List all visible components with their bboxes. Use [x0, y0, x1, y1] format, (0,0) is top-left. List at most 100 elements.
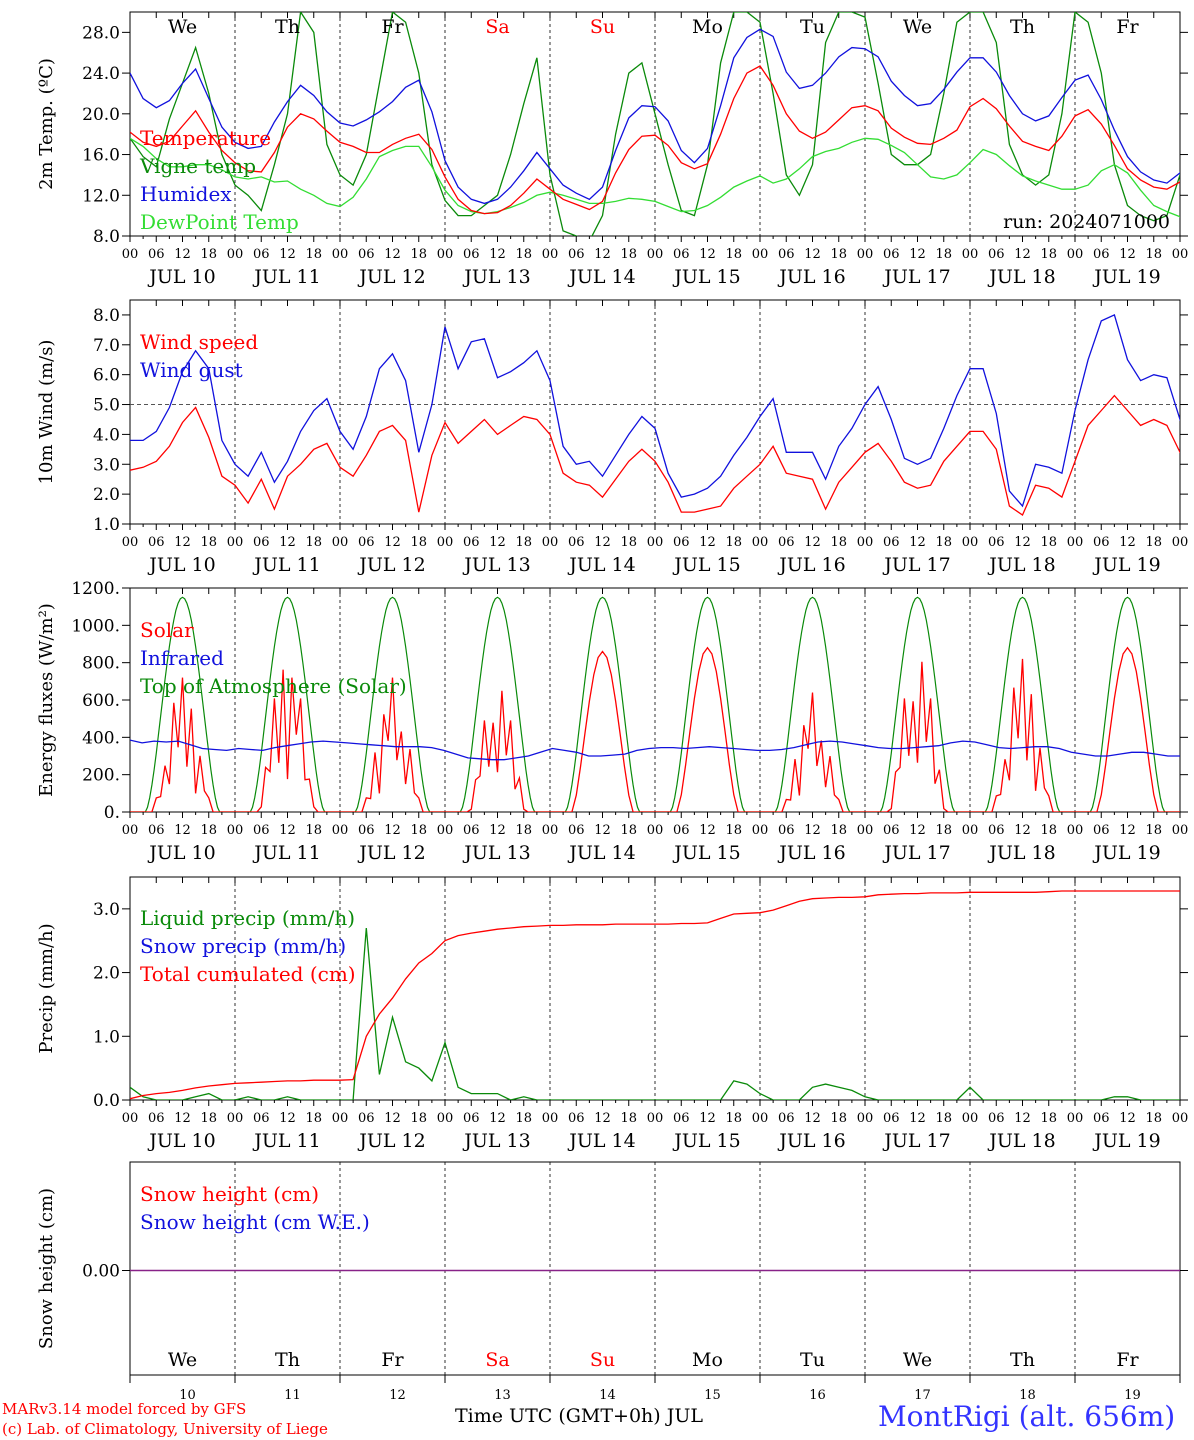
hour-label: 06	[148, 535, 165, 550]
y-tick-label: 12.0	[82, 186, 120, 206]
hour-label: 18	[1145, 535, 1162, 550]
hour-label: 12	[1014, 1111, 1031, 1126]
date-label: JUL 11	[252, 842, 320, 864]
hour-label: 00	[857, 535, 874, 550]
y-axis-1: 1.0 2.0 3.0 4.0 5.0 6.0 7.0 8.0 10m Wind (m/s)	[36, 306, 1188, 535]
y-tick-label: 4.0	[93, 425, 120, 445]
hour-label: 06	[1093, 1111, 1110, 1126]
hour-label: 18	[1145, 1111, 1162, 1126]
series-vigne-temp	[130, 12, 1180, 236]
hour-label: 18	[620, 535, 637, 550]
hour-label: 18	[305, 247, 322, 262]
hour-label: 12	[384, 247, 401, 262]
hour-label: 06	[568, 535, 585, 550]
day-number: 11	[284, 1388, 301, 1403]
hour-label: 12	[1119, 823, 1136, 838]
y-tick-label: 0.	[104, 803, 120, 823]
hour-label: 06	[778, 823, 795, 838]
hour-label: 00	[122, 535, 139, 550]
hour-label: 12	[489, 535, 506, 550]
hour-label: 00	[437, 535, 454, 550]
date-label: JUL 11	[252, 1130, 320, 1152]
y-axis-0: 8.0 12.0 16.0 20.0 24.0 28.0 2m Temp. (ºC)	[36, 23, 1188, 247]
date-label: JUL 10	[147, 842, 215, 864]
date-label: JUL 19	[1092, 842, 1160, 864]
hour-label: 18	[620, 823, 637, 838]
hour-label: 06	[463, 247, 480, 262]
series-top-of-atmosphere	[130, 596, 1180, 812]
hour-label: 12	[804, 247, 821, 262]
hour-label: 06	[253, 823, 270, 838]
date-label: JUL 15	[672, 266, 740, 288]
hour-label: 12	[384, 1111, 401, 1126]
date-label: JUL 16	[777, 554, 845, 576]
hour-label: 06	[883, 1111, 900, 1126]
hour-label: 06	[673, 823, 690, 838]
hour-label: 06	[253, 535, 270, 550]
hour-label: 12	[909, 1111, 926, 1126]
hour-label: 18	[1040, 823, 1057, 838]
hour-label: 18	[200, 247, 217, 262]
hour-label: 06	[358, 535, 375, 550]
hour-label: 18	[725, 247, 742, 262]
hour-label: 18	[725, 1111, 742, 1126]
hour-label: 18	[935, 247, 952, 262]
legend-snow-height-cm-w-e-: Snow height (cm W.E.)	[140, 1210, 370, 1234]
day-number: 17	[914, 1388, 931, 1403]
y-tick-label: 0.0	[93, 1091, 120, 1111]
y-tick-label: 24.0	[82, 64, 120, 84]
weekday-label: Su	[590, 16, 615, 38]
weekday-label: Th	[275, 1349, 300, 1371]
legend-top-of-atmosphere-solar-: Top of Atmosphere (Solar)	[140, 674, 407, 698]
weekday-label: Su	[590, 1349, 615, 1371]
hour-label: 12	[174, 535, 191, 550]
y-tick-label: 8.0	[93, 306, 120, 326]
hour-label: 00	[962, 247, 979, 262]
series-solar	[130, 646, 1180, 812]
hour-label: 06	[883, 247, 900, 262]
hour-label: 12	[699, 535, 716, 550]
legend-liquid-precip-mm-h-: Liquid precip (mm/h)	[140, 906, 355, 930]
series-wind-gust	[130, 313, 1180, 508]
plot-border	[129, 299, 1181, 525]
date-label: JUL 14	[567, 1130, 635, 1152]
date-label: JUL 16	[777, 266, 845, 288]
hour-label: 06	[358, 823, 375, 838]
date-label: JUL 13	[462, 266, 530, 288]
hour-label: 12	[1119, 247, 1136, 262]
energy-series-group	[130, 596, 1180, 812]
hour-label: 06	[1093, 535, 1110, 550]
hour-label: 12	[909, 535, 926, 550]
series-total-cumulated-cm-	[130, 890, 1180, 1100]
y-axis-label: 10m Wind (m/s)	[36, 340, 57, 485]
weekday-label: Sa	[485, 16, 509, 38]
legend-wind-speed: Wind speed	[140, 330, 258, 354]
hour-label: 12	[804, 1111, 821, 1126]
date-label: JUL 17	[882, 266, 950, 288]
hour-label: 00	[227, 823, 244, 838]
hour-label: 18	[305, 535, 322, 550]
hour-label: 12	[279, 247, 296, 262]
hour-label: 12	[699, 823, 716, 838]
hour-label: 06	[148, 823, 165, 838]
date-label: JUL 12	[357, 266, 425, 288]
hour-label: 00	[1067, 823, 1084, 838]
hour-label: 12	[1119, 535, 1136, 550]
hour-label: 18	[200, 535, 217, 550]
date-label: JUL 13	[462, 554, 530, 576]
hour-label: 00	[752, 823, 769, 838]
hour-label: 00	[437, 1111, 454, 1126]
hour-label: 00	[1067, 1111, 1084, 1126]
hour-label: 00	[542, 247, 559, 262]
hour-label: 12	[594, 823, 611, 838]
hour-label: 06	[883, 823, 900, 838]
y-tick-label: 3.0	[93, 900, 120, 920]
legend-snow-height-cm-: Snow height (cm)	[140, 1182, 319, 1206]
precip-series-group	[130, 890, 1180, 1100]
hour-label: 06	[988, 535, 1005, 550]
hour-label: 18	[515, 247, 532, 262]
weekday-label: Fr	[381, 16, 404, 38]
y-tick-label: 600.	[82, 691, 120, 711]
hour-label: 12	[804, 823, 821, 838]
hour-label: 12	[804, 535, 821, 550]
